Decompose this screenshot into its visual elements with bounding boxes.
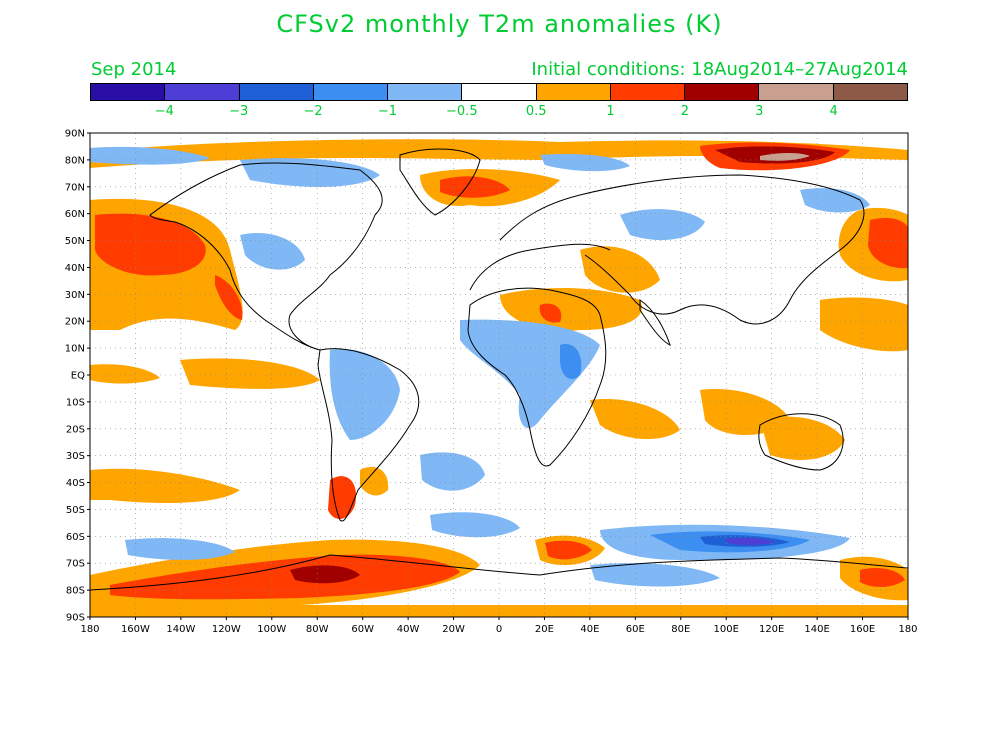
colorbar-swatch: [388, 84, 463, 100]
coastlines: [90, 148, 908, 591]
longitude-label: 140W: [166, 624, 195, 635]
longitude-label: 140E: [804, 624, 829, 635]
longitude-label: 40W: [397, 624, 420, 635]
colorbar-swatch: [833, 84, 907, 100]
colorbar-swatch: [462, 84, 537, 100]
longitude-label: 40E: [580, 624, 599, 635]
latitude-label: 10S: [66, 397, 85, 408]
latitude-label: 30S: [66, 451, 85, 462]
colorbar-swatch: [759, 84, 834, 100]
longitude-label: 0: [496, 624, 502, 635]
colorbar-labels: −4 −3 −2 −1 −0.5 0.5 1 2 3 4: [90, 104, 908, 122]
longitude-label: 20E: [535, 624, 554, 635]
longitude-label: 20W: [442, 624, 465, 635]
latitude-label: 60N: [65, 209, 85, 220]
latitude-label: 60S: [66, 532, 85, 543]
longitude-label: 160W: [121, 624, 150, 635]
colorbar-label: 4: [829, 104, 838, 119]
latitude-label: 80N: [65, 155, 85, 166]
colorbar-label: −2: [303, 104, 323, 119]
anomaly-fields: [90, 139, 908, 617]
colorbar: [90, 83, 908, 101]
latitude-label: 40N: [65, 263, 85, 274]
colorbar-label: −0.5: [446, 104, 478, 119]
initial-conditions: Initial conditions: 18Aug2014–27Aug2014: [531, 59, 908, 80]
longitude-label: 120E: [759, 624, 784, 635]
latitude-label: 20S: [66, 424, 85, 435]
longitude-axis: 180 160W 140W 120W 100W 80W 60W 40W 20W 0 20E 40E 60…: [80, 617, 918, 635]
colorbar-label: −3: [229, 104, 249, 119]
colorbar-swatch: [165, 84, 240, 100]
colorbar-swatch: [91, 84, 166, 100]
colorbar-swatch: [239, 84, 314, 100]
latitude-label: 20N: [65, 317, 85, 328]
colorbar-swatch: [685, 84, 760, 100]
colorbar-swatch: [536, 84, 611, 100]
longitude-label: 100E: [714, 624, 739, 635]
latitude-label: 90N: [65, 129, 85, 140]
longitude-label: 60W: [351, 624, 374, 635]
latitude-label: 70S: [66, 559, 85, 570]
chart-title: CFSv2 monthly T2m anomalies (K): [276, 10, 723, 38]
longitude-label: 60E: [626, 624, 645, 635]
latitude-label: 90S: [66, 613, 85, 624]
latitude-label: 50N: [65, 236, 85, 247]
longitude-label: 180: [898, 624, 917, 635]
latitude-label: EQ: [71, 371, 85, 382]
colorbar-swatch: [313, 84, 389, 100]
colorbar-label: −4: [154, 104, 174, 119]
graticule: [90, 133, 908, 617]
colorbar-label: 2: [680, 104, 690, 119]
forecast-month: Sep 2014: [91, 59, 177, 80]
latitude-label: 50S: [66, 505, 85, 516]
colorbar-label: 1: [606, 104, 615, 119]
latitude-axis: 90N 80N 70N 60N 50N 40N 30N 20N 10N EQ 10S 20S 30S 40…: [65, 129, 90, 624]
latitude-label: 40S: [66, 478, 85, 489]
longitude-label: 160E: [850, 624, 875, 635]
latitude-label: 10N: [65, 344, 85, 355]
longitude-label: 120W: [212, 624, 241, 635]
colorbar-swatch: [610, 84, 686, 100]
longitude-label: 100W: [257, 624, 286, 635]
latitude-label: 70N: [65, 182, 85, 193]
colorbar-label: 0.5: [525, 104, 547, 119]
latitude-label: 30N: [65, 290, 85, 301]
colorbar-label: 3: [755, 104, 764, 119]
longitude-label: 180: [80, 624, 99, 635]
colorbar-label: −1: [377, 104, 398, 119]
latitude-label: 80S: [66, 586, 85, 597]
longitude-label: 80W: [306, 624, 329, 635]
longitude-label: 80E: [671, 624, 690, 635]
